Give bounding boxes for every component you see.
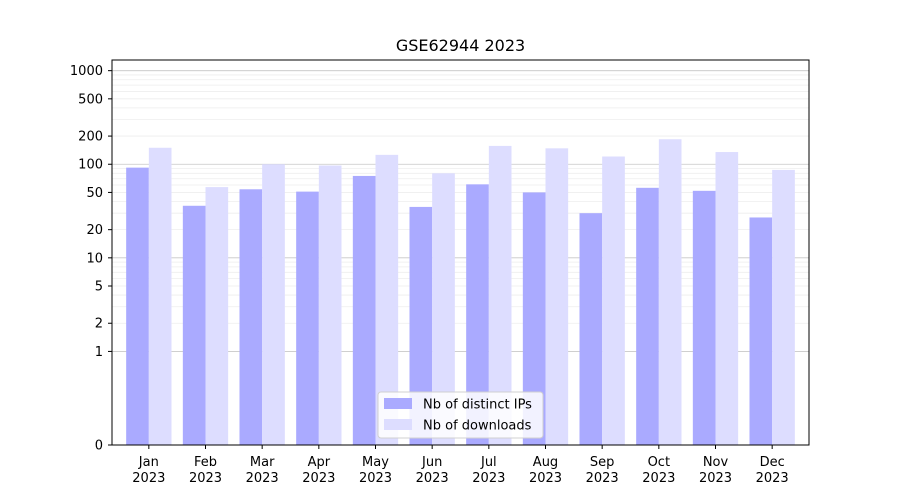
legend-swatch [384,398,412,409]
plot-frame [111,59,810,446]
y-tick-label: 1000 [70,64,103,79]
x-tick-label: Oct 2023 [642,455,675,486]
bar-downloads-8 [602,156,625,446]
y-tick-label: 20 [86,223,103,238]
bar-downloads-0 [148,147,172,445]
x-tick-label: May 2023 [359,455,392,486]
y-tick-label: 1 [95,345,103,360]
bar-downloads-7 [545,148,569,446]
y-tick-label: 200 [78,130,103,145]
x-tick-label: Jun 2023 [416,455,449,486]
x-tick-label: Sep 2023 [586,455,619,486]
x-tick-label: Apr 2023 [302,455,335,486]
y-tick-label: 50 [86,186,103,201]
bar-distinct-ips-8 [579,213,603,445]
y-tick-label: 500 [78,92,103,107]
y-tick-label: 2 [95,317,103,332]
y-tick-label: 0 [95,439,103,454]
bar-downloads-2 [262,164,285,445]
y-tick-label: 100 [78,158,103,173]
legend-swatch [384,419,412,430]
x-tick-label: Aug 2023 [529,455,562,486]
bar-distinct-ips-3 [296,191,319,445]
bar-distinct-ips-11 [749,217,773,445]
chart-title: GSE62944 2023 [396,36,525,55]
bar-distinct-ips-9 [636,187,659,445]
bar-distinct-ips-0 [126,167,149,445]
x-tick-label: Mar 2023 [246,455,279,486]
bar-downloads-6 [488,145,512,445]
bar-downloads-3 [318,165,342,446]
bars [126,139,795,446]
bar-downloads-9 [658,139,682,445]
bar-distinct-ips-5 [409,206,433,445]
y-tick-label: 10 [86,251,103,266]
bar-downloads-1 [205,187,229,445]
bar-distinct-ips-6 [466,184,489,445]
y-tick-label: 5 [95,280,103,295]
legend-label: Nb of distinct IPs [423,398,532,413]
bar-downloads-10 [715,152,739,445]
legend-box [377,391,544,439]
x-tick-label: Dec 2023 [756,455,789,486]
bar-downloads-4 [375,154,399,445]
bar-distinct-ips-1 [182,205,206,445]
bar-distinct-ips-4 [352,175,376,445]
x-tick-label: Feb 2023 [189,455,222,486]
x-tick-label: Nov 2023 [699,455,732,486]
bar-downloads-5 [432,173,455,445]
x-tick-label: Jul 2023 [472,455,505,486]
bar-downloads-11 [772,169,795,445]
x-tick-label: Jan 2023 [132,455,165,486]
legend: Nb of distinct IPs Nb of downloads [377,391,544,439]
axes: 0 1 2 5 10 20 50 100 200 500 1000 Jan 2023 Feb 2023 Mar… [70,59,810,486]
bar-distinct-ips-2 [239,189,263,445]
bar-distinct-ips-7 [522,192,546,445]
legend-label: Nb of downloads [423,419,532,434]
bar-distinct-ips-10 [692,190,716,445]
